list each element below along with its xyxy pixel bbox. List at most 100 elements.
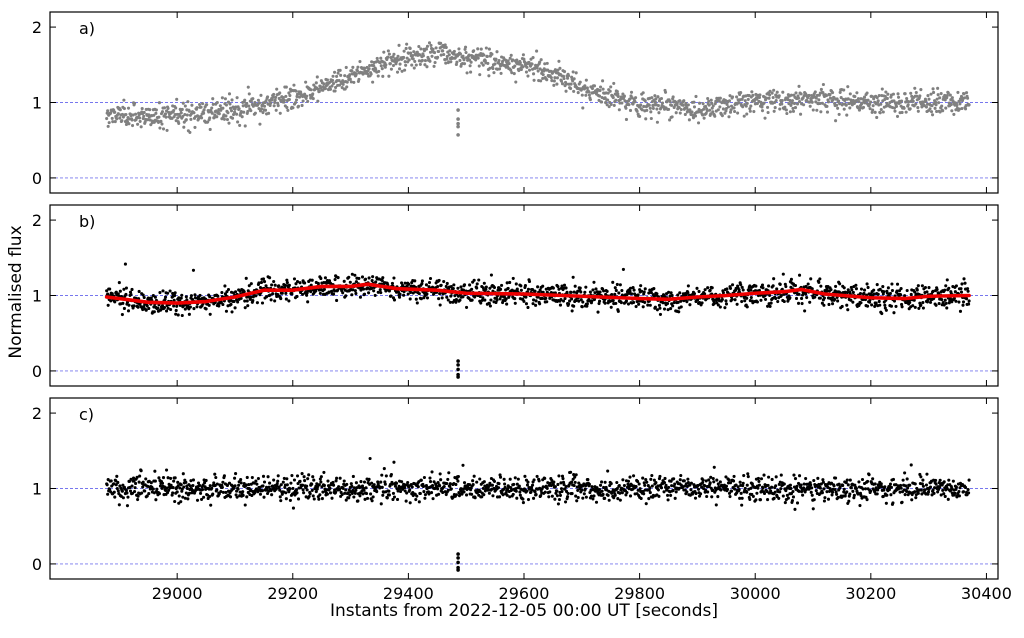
data-point xyxy=(115,486,119,491)
data-point xyxy=(663,90,668,94)
data-point xyxy=(378,288,382,292)
data-point xyxy=(574,494,578,498)
data-point xyxy=(767,284,771,288)
data-point xyxy=(781,272,785,276)
data-point xyxy=(342,479,346,483)
data-point xyxy=(702,107,706,111)
data-point xyxy=(647,103,651,107)
data-point xyxy=(181,495,185,499)
data-point xyxy=(420,279,424,283)
data-point xyxy=(647,497,651,501)
data-point xyxy=(338,83,342,87)
data-point xyxy=(200,116,204,120)
data-point xyxy=(709,112,713,116)
data-point xyxy=(745,483,749,487)
data-point xyxy=(499,71,503,75)
data-point xyxy=(447,471,451,475)
data-point xyxy=(683,484,687,488)
data-point xyxy=(219,300,223,304)
data-point xyxy=(707,99,711,103)
data-point xyxy=(967,302,971,306)
data-point xyxy=(858,106,862,110)
data-point xyxy=(315,75,319,79)
data-point xyxy=(721,291,725,295)
data-point xyxy=(833,297,837,302)
data-point xyxy=(438,484,442,488)
data-point xyxy=(139,125,143,129)
data-point xyxy=(624,299,628,303)
data-point xyxy=(798,474,802,478)
data-point xyxy=(930,104,934,108)
data-point xyxy=(675,102,679,106)
data-point xyxy=(160,122,164,126)
data-point xyxy=(287,98,291,102)
data-point xyxy=(232,112,236,117)
data-point xyxy=(854,287,858,291)
data-point xyxy=(545,300,549,304)
data-point xyxy=(871,104,875,108)
data-point xyxy=(411,53,415,58)
data-point xyxy=(624,117,628,121)
data-point xyxy=(380,485,384,489)
data-point xyxy=(476,56,480,60)
data-point xyxy=(571,70,575,74)
data-point xyxy=(282,476,286,480)
data-point xyxy=(614,98,618,102)
data-point xyxy=(388,62,392,66)
data-point xyxy=(197,297,201,301)
data-point xyxy=(896,92,900,96)
data-point xyxy=(752,110,756,114)
data-point xyxy=(138,474,142,478)
data-point xyxy=(957,300,961,304)
data-point xyxy=(118,484,122,488)
data-point xyxy=(315,482,319,486)
data-point xyxy=(643,99,647,103)
data-point xyxy=(219,490,223,494)
data-point xyxy=(935,97,939,101)
data-point xyxy=(859,287,864,291)
data-point xyxy=(291,506,296,510)
data-point xyxy=(691,113,695,117)
data-point xyxy=(245,299,249,303)
data-point xyxy=(926,94,930,98)
data-point xyxy=(845,303,849,307)
data-point xyxy=(782,292,786,296)
data-point xyxy=(311,494,315,498)
data-point xyxy=(126,309,131,313)
data-point xyxy=(188,305,192,309)
data-point xyxy=(643,287,647,291)
data-point xyxy=(116,112,120,116)
data-point xyxy=(736,111,740,115)
data-point xyxy=(539,79,543,83)
data-point xyxy=(184,118,188,122)
data-point xyxy=(445,281,449,285)
data-point xyxy=(875,492,879,496)
data-point xyxy=(839,96,843,100)
data-point xyxy=(727,478,731,482)
data-point xyxy=(439,478,443,482)
data-point xyxy=(883,97,887,101)
data-point xyxy=(737,488,741,492)
data-point xyxy=(332,483,336,487)
data-point xyxy=(250,476,254,480)
data-point xyxy=(118,116,122,120)
data-point xyxy=(599,483,603,487)
data-point xyxy=(572,77,576,81)
data-point xyxy=(655,308,659,312)
panel-2: 012 b) xyxy=(32,204,999,387)
data-point xyxy=(315,487,319,491)
data-point xyxy=(310,482,314,486)
data-point xyxy=(711,110,715,114)
data-point xyxy=(420,58,424,63)
data-point xyxy=(136,497,140,502)
data-point xyxy=(724,484,728,488)
data-point xyxy=(455,60,459,64)
data-point xyxy=(429,43,433,47)
data-point xyxy=(517,69,521,73)
data-point xyxy=(768,89,772,93)
data-point xyxy=(273,283,277,287)
data-point xyxy=(517,484,521,488)
data-point xyxy=(333,89,337,93)
data-point xyxy=(820,101,824,105)
